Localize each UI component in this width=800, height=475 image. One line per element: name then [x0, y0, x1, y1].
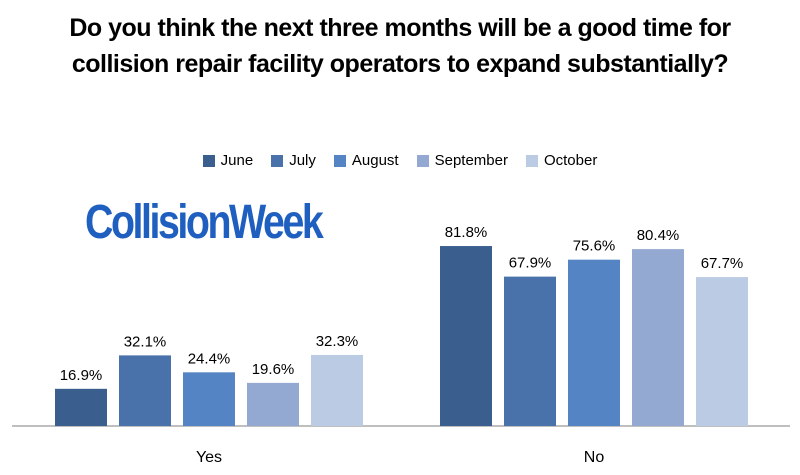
data-label: 19.6%	[252, 361, 295, 378]
bar-no-september	[632, 249, 684, 426]
bar-yes-october	[311, 354, 363, 426]
legend-label: October	[543, 152, 598, 169]
legend: June July August September October	[0, 152, 800, 169]
legend-swatch	[271, 154, 284, 167]
data-label: 24.4%	[188, 350, 231, 367]
legend-item-june: June	[202, 152, 254, 169]
bar-yes-june	[55, 388, 107, 426]
legend-swatch	[525, 154, 538, 167]
chart-title: Do you think the next three months will …	[69, 14, 731, 78]
legend-label: August	[351, 152, 399, 169]
legend-item-october: October	[525, 152, 598, 169]
category-label-no: No	[584, 449, 605, 466]
legend-item-august: August	[333, 152, 399, 169]
bar-no-october	[696, 277, 748, 426]
data-label: 75.6%	[573, 238, 616, 255]
data-label: 32.1%	[124, 333, 167, 350]
data-label: 80.4%	[637, 227, 680, 244]
data-label: 32.3%	[316, 333, 359, 350]
legend-swatch	[202, 154, 215, 167]
data-label: 16.9%	[60, 367, 103, 384]
legend-swatch	[416, 154, 429, 167]
legend-label: July	[289, 152, 316, 169]
legend-label: June	[220, 152, 254, 169]
bar-no-july	[504, 276, 556, 426]
legend-item-september: September	[416, 152, 508, 169]
data-label: 67.9%	[509, 255, 552, 272]
data-label: 67.7%	[701, 255, 744, 272]
bar-yes-july	[119, 355, 171, 426]
legend-swatch	[333, 154, 346, 167]
data-label: 81.8%	[445, 224, 488, 241]
legend-item-july: July	[271, 152, 316, 169]
category-label-yes: Yes	[196, 449, 222, 466]
collisionweek-logo: CollisionWeek	[85, 196, 324, 249]
bar-no-august	[568, 259, 620, 426]
bar-no-june	[440, 246, 492, 426]
bar-yes-september	[247, 382, 299, 426]
bar-yes-august	[183, 372, 235, 426]
legend-label: September	[434, 152, 508, 169]
